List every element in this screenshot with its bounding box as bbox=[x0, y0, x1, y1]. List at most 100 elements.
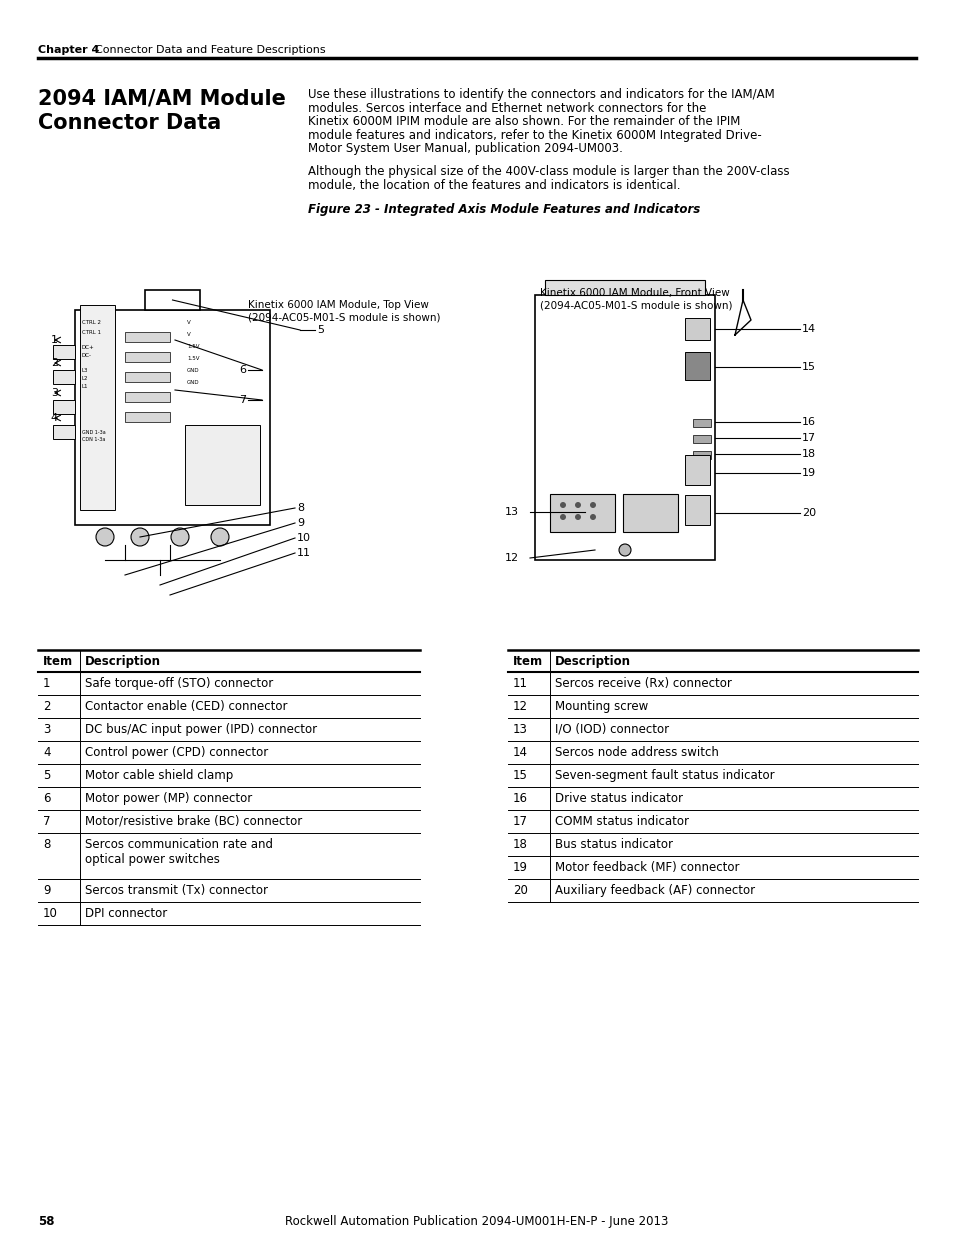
Text: I/O (IOD) connector: I/O (IOD) connector bbox=[555, 722, 668, 736]
Text: GND: GND bbox=[187, 368, 199, 373]
Text: 16: 16 bbox=[513, 792, 527, 805]
Text: (2094-AC05-M01-S module is shown): (2094-AC05-M01-S module is shown) bbox=[539, 301, 732, 311]
Bar bbox=[80, 305, 115, 510]
Text: Bus status indicator: Bus status indicator bbox=[555, 839, 672, 851]
Text: COMM status indicator: COMM status indicator bbox=[555, 815, 688, 827]
Text: (2094-AC05-M01-S module is shown): (2094-AC05-M01-S module is shown) bbox=[248, 312, 440, 324]
Text: 15: 15 bbox=[513, 769, 527, 782]
Text: 4: 4 bbox=[43, 746, 51, 760]
Circle shape bbox=[589, 514, 596, 520]
Text: 19: 19 bbox=[513, 861, 527, 874]
Text: 12: 12 bbox=[513, 700, 527, 713]
Text: 20: 20 bbox=[801, 508, 815, 517]
Circle shape bbox=[131, 529, 149, 546]
Bar bbox=[53, 370, 75, 384]
Text: 2: 2 bbox=[51, 358, 58, 368]
Text: DPI connector: DPI connector bbox=[85, 906, 167, 920]
Bar bbox=[544, 280, 704, 295]
Text: 19: 19 bbox=[801, 468, 815, 478]
Text: V: V bbox=[187, 320, 191, 325]
Bar bbox=[692, 435, 710, 443]
Bar bbox=[535, 295, 714, 559]
Bar bbox=[622, 494, 678, 532]
Text: 1.5V: 1.5V bbox=[187, 356, 199, 361]
Text: 20: 20 bbox=[513, 884, 527, 897]
Text: Although the physical size of the 400V-class module is larger than the 200V-clas: Although the physical size of the 400V-c… bbox=[308, 165, 789, 179]
Text: 2094 IAM/AM Module: 2094 IAM/AM Module bbox=[38, 88, 286, 107]
Circle shape bbox=[618, 543, 630, 556]
Text: L3: L3 bbox=[82, 368, 89, 373]
Text: Drive status indicator: Drive status indicator bbox=[555, 792, 682, 805]
Text: Motor cable shield clamp: Motor cable shield clamp bbox=[85, 769, 233, 782]
Text: 9: 9 bbox=[296, 517, 304, 529]
Text: Description: Description bbox=[555, 655, 630, 668]
Bar bbox=[684, 317, 709, 340]
Text: GND 1-3a: GND 1-3a bbox=[82, 430, 106, 435]
Text: 7: 7 bbox=[238, 395, 246, 405]
Text: Description: Description bbox=[85, 655, 161, 668]
Text: CTRL 1: CTRL 1 bbox=[82, 330, 101, 335]
Text: Sercos transmit (Tx) connector: Sercos transmit (Tx) connector bbox=[85, 884, 268, 897]
Text: 10: 10 bbox=[43, 906, 58, 920]
Text: 18: 18 bbox=[801, 450, 815, 459]
Bar bbox=[53, 425, 75, 438]
Text: DC-: DC- bbox=[82, 353, 91, 358]
Text: Item: Item bbox=[43, 655, 73, 668]
Circle shape bbox=[559, 501, 565, 508]
Text: Motor feedback (MF) connector: Motor feedback (MF) connector bbox=[555, 861, 739, 874]
Text: Seven-segment fault status indicator: Seven-segment fault status indicator bbox=[555, 769, 774, 782]
Circle shape bbox=[171, 529, 189, 546]
Text: 1: 1 bbox=[43, 677, 51, 690]
Text: Kinetix 6000 IAM Module, Top View: Kinetix 6000 IAM Module, Top View bbox=[248, 300, 429, 310]
Text: Item: Item bbox=[513, 655, 542, 668]
Text: Mounting screw: Mounting screw bbox=[555, 700, 648, 713]
Bar bbox=[692, 451, 710, 459]
Circle shape bbox=[211, 529, 229, 546]
Bar bbox=[125, 352, 170, 362]
Text: 1: 1 bbox=[51, 335, 58, 345]
Bar bbox=[550, 494, 615, 532]
Circle shape bbox=[575, 501, 580, 508]
Text: V: V bbox=[187, 332, 191, 337]
Bar bbox=[145, 290, 200, 310]
Bar bbox=[53, 400, 75, 414]
Text: 10: 10 bbox=[296, 534, 311, 543]
Text: Control power (CPD) connector: Control power (CPD) connector bbox=[85, 746, 268, 760]
Text: Figure 23 - Integrated Axis Module Features and Indicators: Figure 23 - Integrated Axis Module Featu… bbox=[308, 203, 700, 215]
Text: 1.5V: 1.5V bbox=[187, 345, 199, 350]
Text: 11: 11 bbox=[513, 677, 527, 690]
Text: 7: 7 bbox=[43, 815, 51, 827]
Text: L2: L2 bbox=[82, 375, 89, 382]
Text: 5: 5 bbox=[43, 769, 51, 782]
Text: 6: 6 bbox=[43, 792, 51, 805]
Text: 5: 5 bbox=[316, 325, 324, 335]
Bar bbox=[684, 352, 709, 380]
Bar bbox=[125, 332, 170, 342]
Text: Rockwell Automation Publication 2094-UM001H-EN-P - June 2013: Rockwell Automation Publication 2094-UM0… bbox=[285, 1215, 668, 1228]
Text: 16: 16 bbox=[801, 417, 815, 427]
Text: 58: 58 bbox=[38, 1215, 54, 1228]
Text: Safe torque-off (STO) connector: Safe torque-off (STO) connector bbox=[85, 677, 273, 690]
Text: CTRL 2: CTRL 2 bbox=[82, 320, 101, 325]
Text: 3: 3 bbox=[43, 722, 51, 736]
Bar bbox=[185, 425, 260, 505]
Text: Sercos communication rate and
optical power switches: Sercos communication rate and optical po… bbox=[85, 839, 273, 866]
Text: Contactor enable (CED) connector: Contactor enable (CED) connector bbox=[85, 700, 287, 713]
Text: 14: 14 bbox=[801, 324, 815, 333]
Text: Kinetix 6000M IPIM module are also shown. For the remainder of the IPIM: Kinetix 6000M IPIM module are also shown… bbox=[308, 115, 740, 128]
Text: 6: 6 bbox=[239, 366, 246, 375]
Text: 15: 15 bbox=[801, 362, 815, 372]
Text: Use these illustrations to identify the connectors and indicators for the IAM/AM: Use these illustrations to identify the … bbox=[308, 88, 774, 101]
Bar bbox=[684, 454, 709, 485]
Text: module features and indicators, refer to the Kinetix 6000M Integrated Drive-: module features and indicators, refer to… bbox=[308, 128, 760, 142]
Text: L1: L1 bbox=[82, 384, 89, 389]
Text: 8: 8 bbox=[296, 503, 304, 513]
Text: 18: 18 bbox=[513, 839, 527, 851]
Text: Kinetix 6000 IAM Module, Front View: Kinetix 6000 IAM Module, Front View bbox=[539, 288, 729, 298]
Text: 17: 17 bbox=[513, 815, 527, 827]
Bar bbox=[692, 419, 710, 427]
Text: 11: 11 bbox=[296, 548, 311, 558]
Bar bbox=[125, 412, 170, 422]
Circle shape bbox=[575, 514, 580, 520]
Bar bbox=[53, 345, 75, 359]
